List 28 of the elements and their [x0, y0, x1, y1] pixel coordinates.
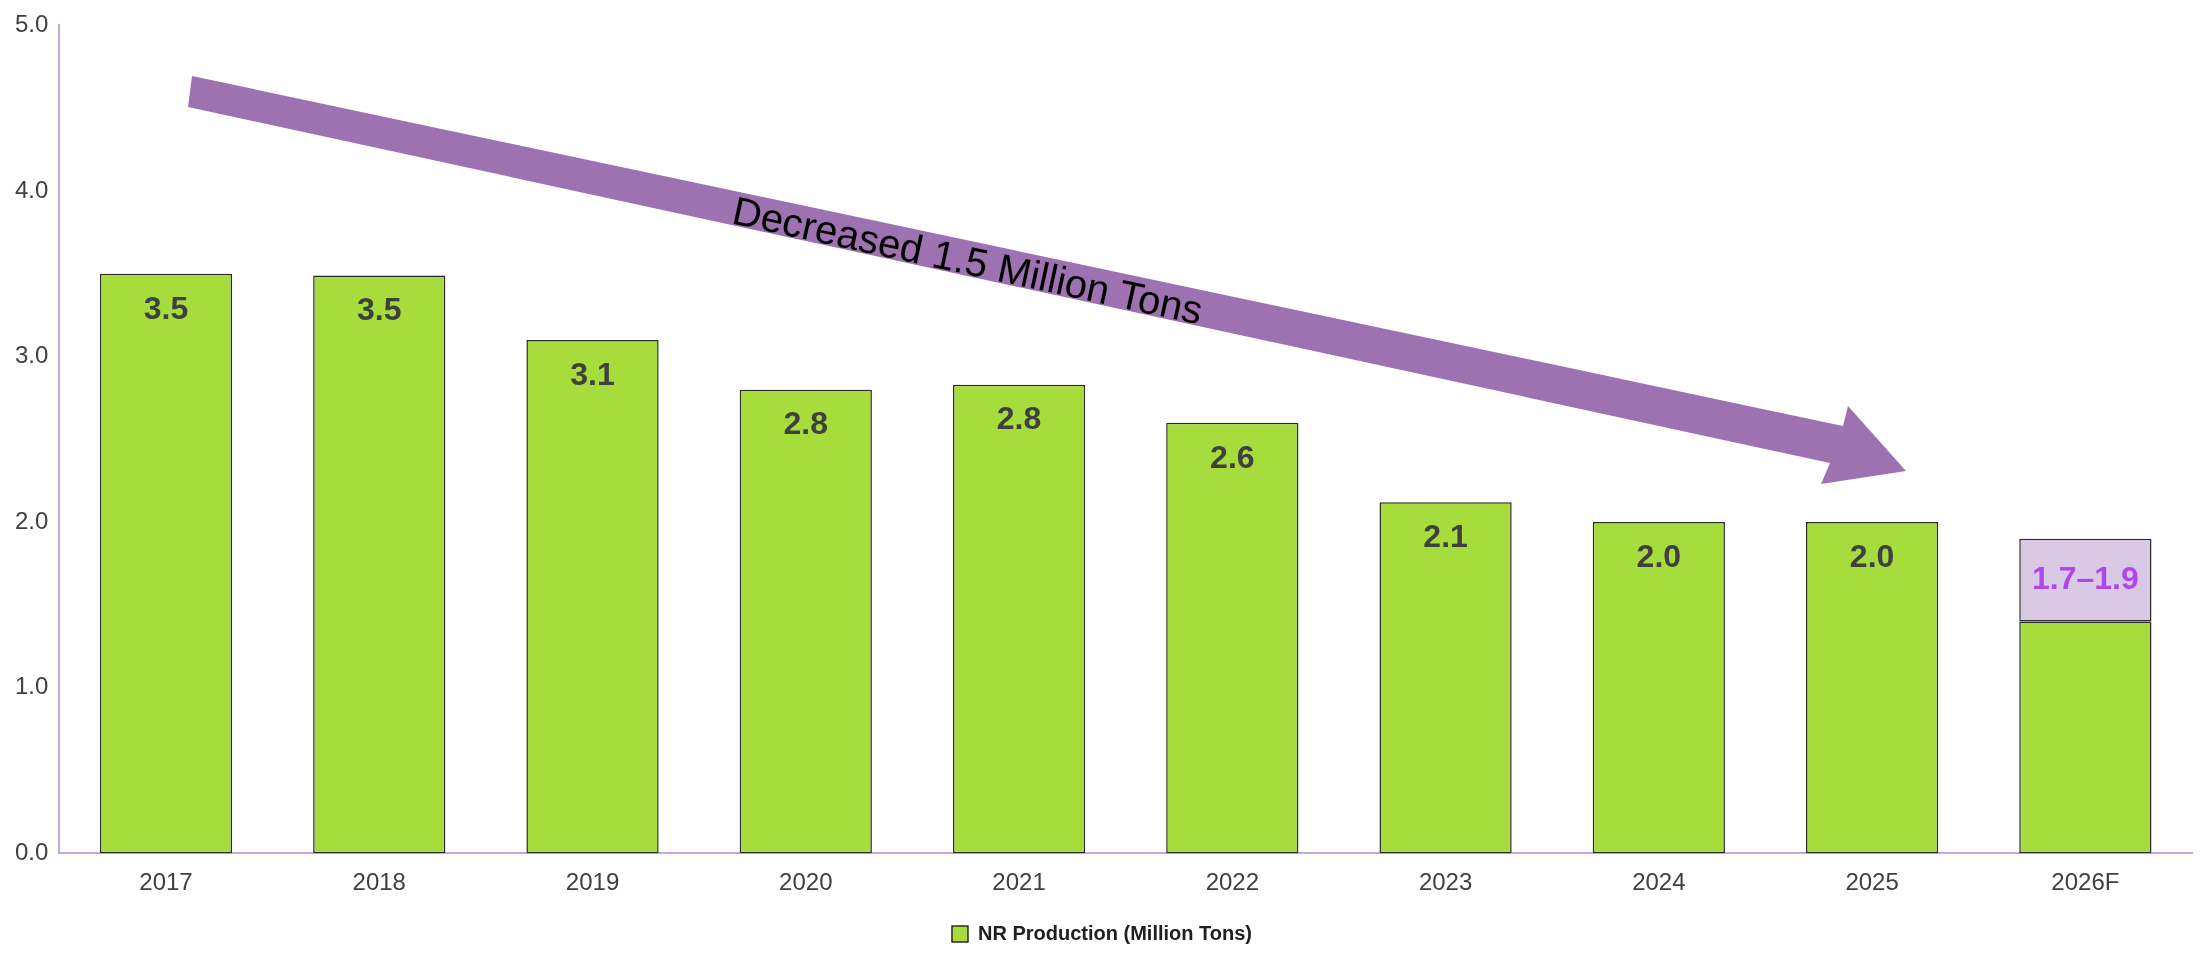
y-tick-label: 2.0 — [14, 506, 49, 534]
x-tick-label: 2018 — [352, 868, 406, 896]
x-tick-label: 2026F — [2051, 868, 2120, 896]
x-tick-label: 2025 — [1845, 868, 1899, 896]
data-label: 2.0 — [1636, 537, 1682, 574]
data-label: 2.8 — [783, 405, 829, 442]
x-tick-label: 2021 — [992, 868, 1046, 896]
x-tick-label: 2017 — [139, 868, 193, 896]
data-label: 3.5 — [143, 289, 189, 326]
annotation: Decreased 1.5 Million Tons — [728, 188, 1207, 334]
y-tick-label: 5.0 — [14, 10, 49, 38]
data-label: 2.0 — [1849, 537, 1895, 574]
x-tick-label: 2019 — [565, 868, 620, 896]
x-tick-label: 2022 — [1205, 868, 1260, 896]
y-tick-label: 1.0 — [14, 672, 49, 700]
x-tick-label: 2020 — [779, 868, 833, 896]
y-tick-label: 3.0 — [14, 341, 49, 369]
x-tick-label: 2023 — [1418, 868, 1473, 896]
data-label: 1.7–1.9 — [2031, 559, 2139, 596]
y-tick-label: 0.0 — [14, 837, 49, 865]
data-label: 2.6 — [1210, 438, 1255, 475]
data-label: 2.1 — [1423, 518, 1468, 555]
legend-label: NR Production (Million Tons) — [977, 921, 1253, 944]
data-label: 3.1 — [570, 355, 615, 392]
data-label: 3.5 — [357, 291, 402, 328]
y-tick-label: 4.0 — [14, 175, 49, 203]
x-tick-label: 2024 — [1632, 868, 1686, 896]
data-label: 2.8 — [996, 400, 1042, 437]
